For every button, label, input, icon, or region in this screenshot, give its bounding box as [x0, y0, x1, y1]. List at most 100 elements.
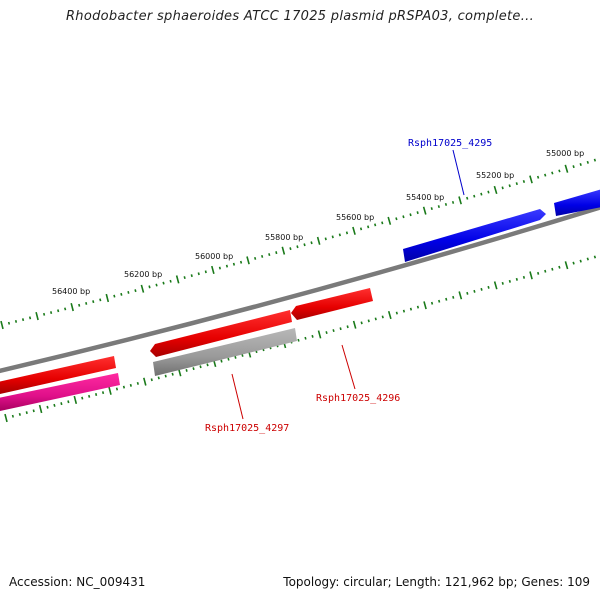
outer-tick-mark: [296, 245, 299, 249]
leader-line-4297: [231, 373, 244, 420]
outer-tick-mark: [155, 283, 158, 287]
gene-label-4296[interactable]: Rsph17025_4296: [316, 393, 400, 404]
inner-tick-mark: [360, 321, 363, 325]
inner-tick-mark: [480, 287, 483, 291]
outer-tick-mark: [367, 225, 370, 229]
outer-tick-mark: [127, 291, 130, 294]
inner-tick-mark: [220, 359, 223, 363]
inner-tick-mark: [157, 376, 160, 380]
outer-tick-mark: [381, 221, 384, 225]
outer-tick-mark: [352, 226, 356, 235]
inner-tick-mark: [423, 301, 427, 310]
inner-tick-mark: [593, 255, 597, 259]
inner-tick-mark: [395, 311, 398, 315]
inner-tick-mark: [381, 315, 384, 319]
gene-label-4297[interactable]: Rsph17025_4297: [205, 423, 289, 434]
outer-tick-mark: [387, 216, 392, 225]
inner-tick-mark: [438, 299, 441, 303]
outer-tick-mark: [232, 262, 236, 266]
outer-tick-mark: [64, 307, 67, 311]
outer-tick-mark: [374, 223, 377, 227]
inner-tick-mark: [241, 353, 244, 357]
inner-tick-mark: [558, 265, 561, 269]
outer-tick-mark: [508, 184, 511, 188]
tick-label-55600: 55600 bp: [336, 213, 374, 222]
tick-label-56400: 56400 bp: [52, 287, 90, 296]
gene-label-4295[interactable]: Rsph17025_4295: [408, 138, 492, 149]
outer-tick-mark: [148, 285, 151, 289]
outer-tick-mark: [134, 289, 137, 293]
inner-tick-mark: [143, 377, 147, 386]
outer-tick-mark: [310, 241, 313, 245]
inner-tick-mark: [339, 327, 342, 331]
inner-tick-mark: [387, 310, 392, 320]
inner-tick-mark: [332, 329, 335, 333]
inner-tick-mark: [346, 325, 349, 329]
inner-tick-mark: [192, 367, 195, 371]
outer-tick-mark: [515, 182, 518, 186]
inner-tick-mark: [67, 400, 70, 404]
tick-label-55400: 55400 bp: [406, 193, 444, 202]
outer-tick-mark: [21, 318, 25, 322]
inner-tick-mark: [402, 309, 406, 313]
outer-tick-mark: [218, 266, 221, 270]
inner-tick-mark: [171, 372, 174, 376]
inner-tick-mark: [108, 386, 112, 395]
gene-feature-reverse[interactable]: [0, 288, 373, 394]
inner-tick-mark: [304, 336, 307, 340]
outer-tick-mark: [225, 264, 229, 268]
gene-feature-forward[interactable]: [403, 189, 600, 262]
inner-tick-track: [4, 255, 597, 423]
outer-tick-mark: [422, 206, 427, 215]
outer-tick-mark: [275, 251, 278, 255]
outer-tick-mark: [204, 270, 207, 274]
inner-tick-mark: [60, 402, 63, 406]
outer-tick-mark: [586, 160, 589, 164]
tick-label-56200: 56200 bp: [124, 270, 162, 279]
outer-tick-mark: [501, 186, 504, 190]
inner-tick-mark: [572, 261, 575, 265]
inner-tick-mark: [32, 409, 35, 413]
outer-tick-mark: [239, 260, 243, 264]
outer-tick-mark: [451, 200, 455, 204]
outer-tick-mark: [197, 272, 200, 276]
outer-tick-mark: [579, 162, 582, 166]
map-title: Rhodobacter sphaeroides ATCC 17025 plasm…: [65, 9, 535, 24]
inner-tick-mark: [4, 413, 8, 423]
rna-feature[interactable]: [0, 373, 120, 411]
inner-tick-mark: [501, 281, 504, 285]
outer-tick-mark: [409, 213, 412, 217]
inner-tick-mark: [325, 331, 328, 335]
outer-tick-mark: [211, 265, 215, 275]
outer-tick-mark: [14, 320, 18, 323]
outer-tick-mark: [416, 211, 419, 215]
outer-tick-mark: [345, 231, 349, 235]
outer-tick-mark: [92, 300, 95, 304]
outer-tick-mark: [529, 175, 533, 184]
outer-tick-mark: [35, 312, 39, 321]
inner-tick-mark: [234, 355, 237, 359]
inner-tick-mark: [522, 275, 526, 279]
tick-label-56000: 56000 bp: [195, 252, 233, 261]
outer-tick-mark: [78, 303, 81, 307]
outer-tick-mark: [70, 303, 74, 312]
inner-tick-mark: [430, 301, 434, 305]
gray-feature[interactable]: [153, 328, 297, 376]
inner-tick-mark: [493, 281, 498, 290]
outer-tick-mark: [359, 227, 363, 231]
inner-tick-mark: [508, 279, 511, 283]
inner-tick-mark: [452, 295, 455, 299]
inner-tick-mark: [374, 317, 377, 321]
outer-tick-mark: [28, 316, 32, 320]
inner-tick-mark: [206, 363, 209, 367]
outer-tick-mark: [183, 276, 186, 280]
outer-tick-mark: [430, 207, 433, 211]
inner-tick-mark: [129, 383, 132, 387]
inner-tick-mark: [136, 381, 139, 385]
outer-tick-mark: [99, 298, 102, 302]
inner-tick-mark: [88, 394, 91, 398]
inner-tick-mark: [529, 271, 533, 280]
outer-tick-mark: [261, 254, 264, 258]
inner-tick-mark: [515, 277, 518, 281]
